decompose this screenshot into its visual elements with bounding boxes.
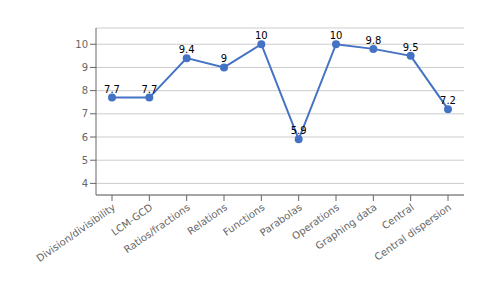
svg-text:10: 10 [330, 30, 343, 41]
svg-text:7.2: 7.2 [440, 95, 456, 106]
svg-text:6: 6 [82, 132, 88, 143]
svg-text:Relations: Relations [185, 201, 230, 237]
svg-text:10: 10 [255, 30, 268, 41]
svg-text:9: 9 [82, 62, 88, 73]
svg-text:LCM-GCD: LCM-GCD [109, 201, 155, 238]
svg-text:Parabolas: Parabolas [257, 201, 304, 239]
svg-text:Operations: Operations [289, 201, 342, 242]
svg-text:Graphing data: Graphing data [313, 201, 378, 251]
svg-text:9.5: 9.5 [403, 42, 419, 53]
svg-text:10: 10 [75, 39, 88, 50]
svg-text:Central dispersion: Central dispersion [372, 201, 453, 262]
svg-text:5: 5 [82, 155, 88, 166]
svg-text:7.7: 7.7 [104, 84, 120, 95]
svg-text:Ratios/fractions: Ratios/fractions [122, 201, 192, 255]
svg-text:9.8: 9.8 [365, 35, 381, 46]
svg-text:Division/divisibility: Division/divisibility [34, 201, 117, 264]
svg-text:4: 4 [82, 178, 88, 189]
svg-text:7: 7 [82, 108, 88, 119]
svg-text:9: 9 [221, 53, 227, 64]
svg-text:7.7: 7.7 [141, 84, 157, 95]
svg-text:5.9: 5.9 [291, 125, 307, 136]
svg-text:Functions: Functions [221, 201, 267, 238]
svg-text:8: 8 [82, 85, 88, 96]
svg-text:9.4: 9.4 [179, 44, 195, 55]
